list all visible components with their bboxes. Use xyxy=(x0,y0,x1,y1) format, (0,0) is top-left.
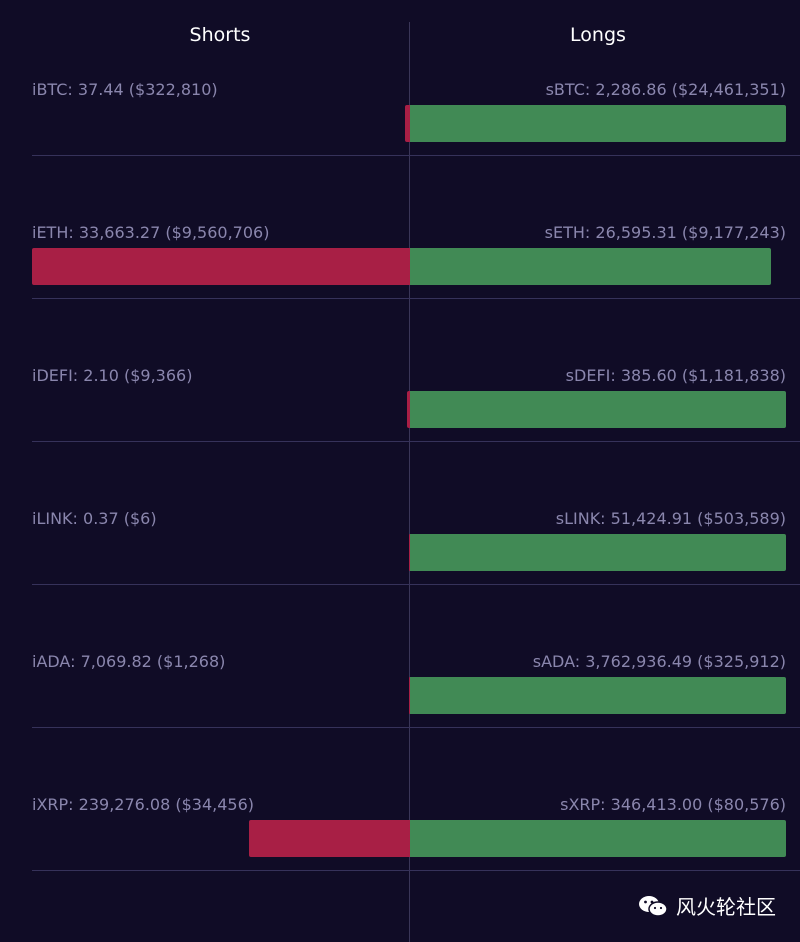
long-bar xyxy=(410,248,771,285)
chart-row: iLINK: 0.37 ($6) sLINK: 51,424.91 ($503,5… xyxy=(0,509,800,652)
short-label: iBTC: 37.44 ($322,810) xyxy=(32,80,218,99)
row-separator xyxy=(32,155,800,156)
long-bar xyxy=(410,677,786,714)
shorts-header: Shorts xyxy=(189,24,251,46)
watermark: 风火轮社区 xyxy=(638,891,776,920)
chart-row: iADA: 7,069.82 ($1,268) sADA: 3,762,936.4… xyxy=(0,652,800,795)
chart-row: iETH: 33,663.27 ($9,560,706) sETH: 26,595… xyxy=(0,223,800,366)
longs-header: Longs xyxy=(570,24,626,46)
short-bar xyxy=(405,105,410,142)
short-label: iXRP: 239,276.08 ($34,456) xyxy=(32,795,254,814)
row-separator xyxy=(32,441,800,442)
long-bar xyxy=(410,391,786,428)
center-axis xyxy=(409,22,410,942)
long-label: sDEFI: 385.60 ($1,181,838) xyxy=(565,366,786,385)
long-label: sLINK: 51,424.91 ($503,589) xyxy=(555,509,786,528)
short-label: iETH: 33,663.27 ($9,560,706) xyxy=(32,223,270,242)
wechat-icon xyxy=(639,895,668,917)
long-label: sADA: 3,762,936.49 ($325,912) xyxy=(532,652,786,671)
row-separator xyxy=(32,870,800,871)
long-bar xyxy=(410,105,786,142)
chart-row: iXRP: 239,276.08 ($34,456) sXRP: 346,413.… xyxy=(0,795,800,938)
short-label: iLINK: 0.37 ($6) xyxy=(32,509,157,528)
long-label: sXRP: 346,413.00 ($80,576) xyxy=(560,795,786,814)
short-label: iDEFI: 2.10 ($9,366) xyxy=(32,366,193,385)
long-label: sBTC: 2,286.86 ($24,461,351) xyxy=(545,80,786,99)
short-bar xyxy=(409,534,410,571)
short-bar xyxy=(408,677,410,714)
row-separator xyxy=(32,298,800,299)
short-label: iADA: 7,069.82 ($1,268) xyxy=(32,652,226,671)
long-bar xyxy=(410,820,786,857)
watermark-text: 风火轮社区 xyxy=(676,895,776,919)
row-separator xyxy=(32,727,800,728)
long-label: sETH: 26,595.31 ($9,177,243) xyxy=(544,223,786,242)
chart-row: iDEFI: 2.10 ($9,366) sDEFI: 385.60 ($1,18… xyxy=(0,366,800,509)
short-bar xyxy=(32,248,410,285)
short-bar xyxy=(407,391,410,428)
long-bar xyxy=(410,534,786,571)
row-separator xyxy=(32,584,800,585)
chart-row: iBTC: 37.44 ($322,810) sBTC: 2,286.86 ($2… xyxy=(0,80,800,223)
short-bar xyxy=(249,820,410,857)
